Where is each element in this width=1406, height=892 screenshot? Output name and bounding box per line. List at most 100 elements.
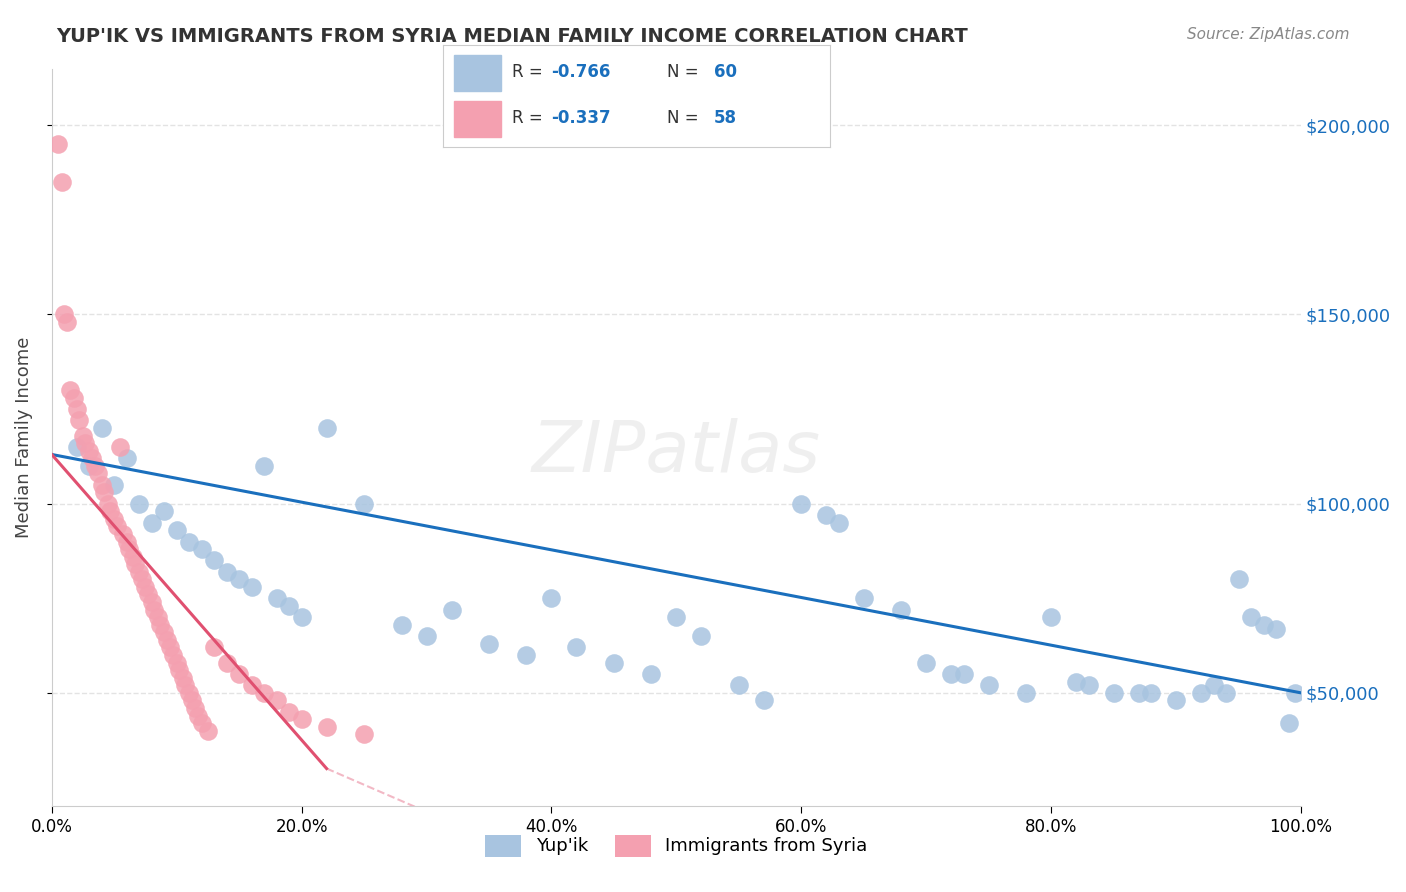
Point xyxy=(80,451,103,466)
Point xyxy=(187,708,209,723)
Point xyxy=(153,625,176,640)
Point xyxy=(141,516,163,530)
Point xyxy=(167,663,190,677)
Point xyxy=(184,701,207,715)
Text: R =: R = xyxy=(512,63,548,81)
Point xyxy=(1265,622,1288,636)
Point xyxy=(1140,686,1163,700)
Point xyxy=(77,443,100,458)
Point xyxy=(166,656,188,670)
Point xyxy=(90,477,112,491)
Point xyxy=(156,632,179,647)
Point xyxy=(415,629,437,643)
Point xyxy=(77,458,100,473)
Point xyxy=(141,595,163,609)
Point xyxy=(149,617,172,632)
Point xyxy=(228,572,250,586)
Point xyxy=(100,504,122,518)
Point xyxy=(291,712,314,726)
Point xyxy=(253,458,276,473)
Point xyxy=(179,686,201,700)
Point xyxy=(66,402,89,417)
Point xyxy=(87,467,110,481)
Point xyxy=(815,508,838,522)
Point xyxy=(565,640,588,655)
Point xyxy=(143,602,166,616)
Point xyxy=(59,383,82,397)
Point xyxy=(202,553,225,567)
Point xyxy=(952,667,974,681)
Point xyxy=(166,523,188,537)
Point xyxy=(190,542,212,557)
Point xyxy=(215,565,238,579)
Point xyxy=(440,602,463,616)
Point xyxy=(640,667,662,681)
Point xyxy=(103,477,125,491)
Bar xyxy=(454,101,501,137)
Point xyxy=(353,497,375,511)
Point xyxy=(391,617,413,632)
Point xyxy=(131,572,153,586)
Point xyxy=(278,705,301,719)
Point xyxy=(162,648,184,662)
Point xyxy=(159,640,181,655)
Point xyxy=(690,629,713,643)
Point xyxy=(72,428,94,442)
Point xyxy=(977,678,1000,692)
Text: -0.766: -0.766 xyxy=(551,63,610,81)
Point xyxy=(122,549,145,564)
Point xyxy=(51,175,73,189)
Point xyxy=(93,485,115,500)
Point xyxy=(1227,572,1250,586)
Point xyxy=(353,727,375,741)
Point xyxy=(197,723,219,738)
Point xyxy=(103,512,125,526)
Point xyxy=(240,678,263,692)
Point xyxy=(915,656,938,670)
Point xyxy=(240,580,263,594)
Point xyxy=(84,458,107,473)
Point xyxy=(266,591,288,606)
Point xyxy=(278,599,301,613)
Point xyxy=(110,440,132,454)
Point xyxy=(75,436,97,450)
Text: ZIPatlas: ZIPatlas xyxy=(531,417,821,487)
Point xyxy=(665,610,688,624)
Text: R =: R = xyxy=(512,110,548,128)
Point xyxy=(128,497,150,511)
Point xyxy=(90,421,112,435)
Point xyxy=(1040,610,1063,624)
Point xyxy=(153,504,176,518)
Text: N =: N = xyxy=(668,110,704,128)
Point xyxy=(540,591,562,606)
Point xyxy=(1102,686,1125,700)
Point xyxy=(118,542,141,557)
Point xyxy=(63,391,86,405)
Point xyxy=(253,686,276,700)
Point xyxy=(174,678,197,692)
Text: YUP'IK VS IMMIGRANTS FROM SYRIA MEDIAN FAMILY INCOME CORRELATION CHART: YUP'IK VS IMMIGRANTS FROM SYRIA MEDIAN F… xyxy=(56,27,967,45)
Point xyxy=(46,137,69,152)
Point xyxy=(752,693,775,707)
Point xyxy=(66,440,89,454)
Point xyxy=(1064,674,1087,689)
Text: N =: N = xyxy=(668,63,704,81)
Point xyxy=(852,591,875,606)
Y-axis label: Median Family Income: Median Family Income xyxy=(15,337,32,538)
Point xyxy=(55,315,77,329)
Text: -0.337: -0.337 xyxy=(551,110,610,128)
Point xyxy=(128,565,150,579)
Point xyxy=(215,656,238,670)
Point xyxy=(67,413,90,427)
Point xyxy=(180,693,202,707)
Point xyxy=(315,720,337,734)
Legend: Yup'ik, Immigrants from Syria: Yup'ik, Immigrants from Syria xyxy=(478,827,875,863)
Point xyxy=(228,667,250,681)
Text: 58: 58 xyxy=(714,110,737,128)
Text: 60: 60 xyxy=(714,63,737,81)
Point xyxy=(1077,678,1099,692)
Point xyxy=(727,678,749,692)
Point xyxy=(1277,716,1299,731)
Point xyxy=(115,451,138,466)
Point xyxy=(1202,678,1225,692)
